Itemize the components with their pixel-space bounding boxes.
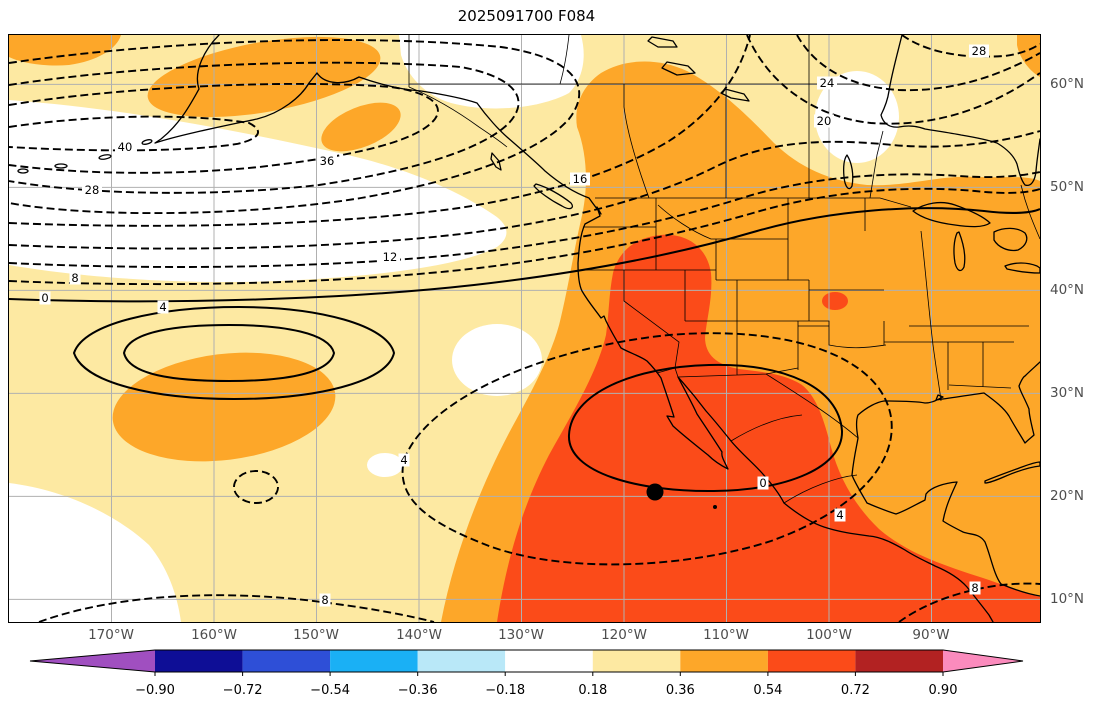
colorbar-tick-label: 0.18 [578,683,607,698]
contour-label: 4 [398,453,410,467]
contour-label: 40 [115,140,135,154]
contour-label: 8 [969,581,981,595]
y-tick-label: 20°N [1050,488,1085,504]
figure-title: 2025091700 F084 [457,7,596,25]
svg-text:0: 0 [41,291,48,305]
contour-label: 8 [319,593,331,607]
svg-text:28: 28 [972,44,987,58]
contour-label: 20 [814,114,834,128]
colorbar-tick-label: −0.72 [223,683,263,698]
x-tick-label: 120°W [601,627,647,643]
x-tick-label: 170°W [88,627,134,643]
colorbar-segment [505,650,593,672]
svg-text:8: 8 [321,593,328,607]
station-marker [646,483,664,501]
x-tick-label: 150°W [293,627,339,643]
colorbar-tick-label: −0.36 [398,683,438,698]
y-tick-label: 60°N [1050,76,1085,92]
x-tick-label: 130°W [498,627,544,643]
contour-label: 24 [817,76,837,90]
svg-text:8: 8 [971,581,978,595]
map-panel: 40 36 28 16 12 8 20 24 28 0 4 4 4 0 8 8 [8,34,1041,623]
colorbar-tick-label: 0.36 [666,683,695,698]
colorbar-tick-labels: −0.90 −0.72 −0.54 −0.36 −0.18 0.18 0.36 … [135,683,957,698]
colorbar-segment [767,650,856,672]
colorbar-tick-label: −0.90 [135,683,175,698]
svg-text:12: 12 [383,250,398,264]
colorbar-segment [330,650,418,672]
colorbar-tick-label: 0.54 [753,683,782,698]
contour-label: 8 [69,271,81,285]
admin-borders [408,35,1040,504]
coastline [17,35,1040,622]
colorbar-segment [855,650,943,672]
svg-text:4: 4 [836,508,843,522]
x-tick-label: 140°W [396,627,442,643]
svg-text:0: 0 [759,476,766,490]
y-tick-label: 10°N [1050,591,1085,607]
svg-text:28: 28 [85,183,100,197]
contour-label: 0 [757,476,769,490]
svg-text:24: 24 [820,76,835,90]
colorbar-left-arrow [30,650,155,672]
y-tick-label: 50°N [1050,179,1085,195]
x-tick-label: 160°W [191,627,237,643]
colorbar: −0.90 −0.72 −0.54 −0.36 −0.18 0.18 0.36 … [29,649,1024,698]
small-point-marker [713,505,717,509]
contour-labels: 40 36 28 16 12 8 20 24 28 0 4 4 4 0 8 8 [39,44,989,607]
colorbar-tick-label: 0.90 [929,683,958,698]
x-tick-label: 110°W [703,627,749,643]
colorbar-segment [592,650,681,672]
svg-text:16: 16 [573,172,588,186]
colorbar-segment [417,650,506,672]
contour-label: 36 [317,154,337,168]
colorbar-right-arrow [943,650,1023,672]
svg-text:20: 20 [817,114,832,128]
svg-text:36: 36 [320,154,335,168]
contours-dashed [9,35,1040,622]
contour-label: 28 [969,44,989,58]
colorbar-segment [680,650,768,672]
svg-text:8: 8 [71,271,78,285]
svg-text:40: 40 [118,140,133,154]
y-tick-label: 40°N [1050,282,1085,298]
x-tick-label: 100°W [806,627,852,643]
contour-label: 12 [380,250,400,264]
svg-text:4: 4 [159,300,166,314]
map-canvas: 40 36 28 16 12 8 20 24 28 0 4 4 4 0 8 8 [9,35,1040,622]
colorbar-tick-label: −0.54 [310,683,350,698]
colorbar-ticks [154,672,944,676]
colorbar-tick-label: −0.18 [485,683,525,698]
svg-text:4: 4 [400,453,407,467]
colorbar-segment [155,650,243,672]
colorbar-tick-label: 0.72 [841,683,870,698]
x-tick-label: 90°W [912,627,950,643]
contour-label: 16 [570,172,590,186]
contour-label: 4 [157,300,169,314]
contour-label: 0 [39,291,51,305]
colorbar-segment [242,650,331,672]
contour-label: 28 [82,183,102,197]
contour-label: 4 [834,508,846,522]
y-tick-label: 30°N [1050,385,1085,401]
